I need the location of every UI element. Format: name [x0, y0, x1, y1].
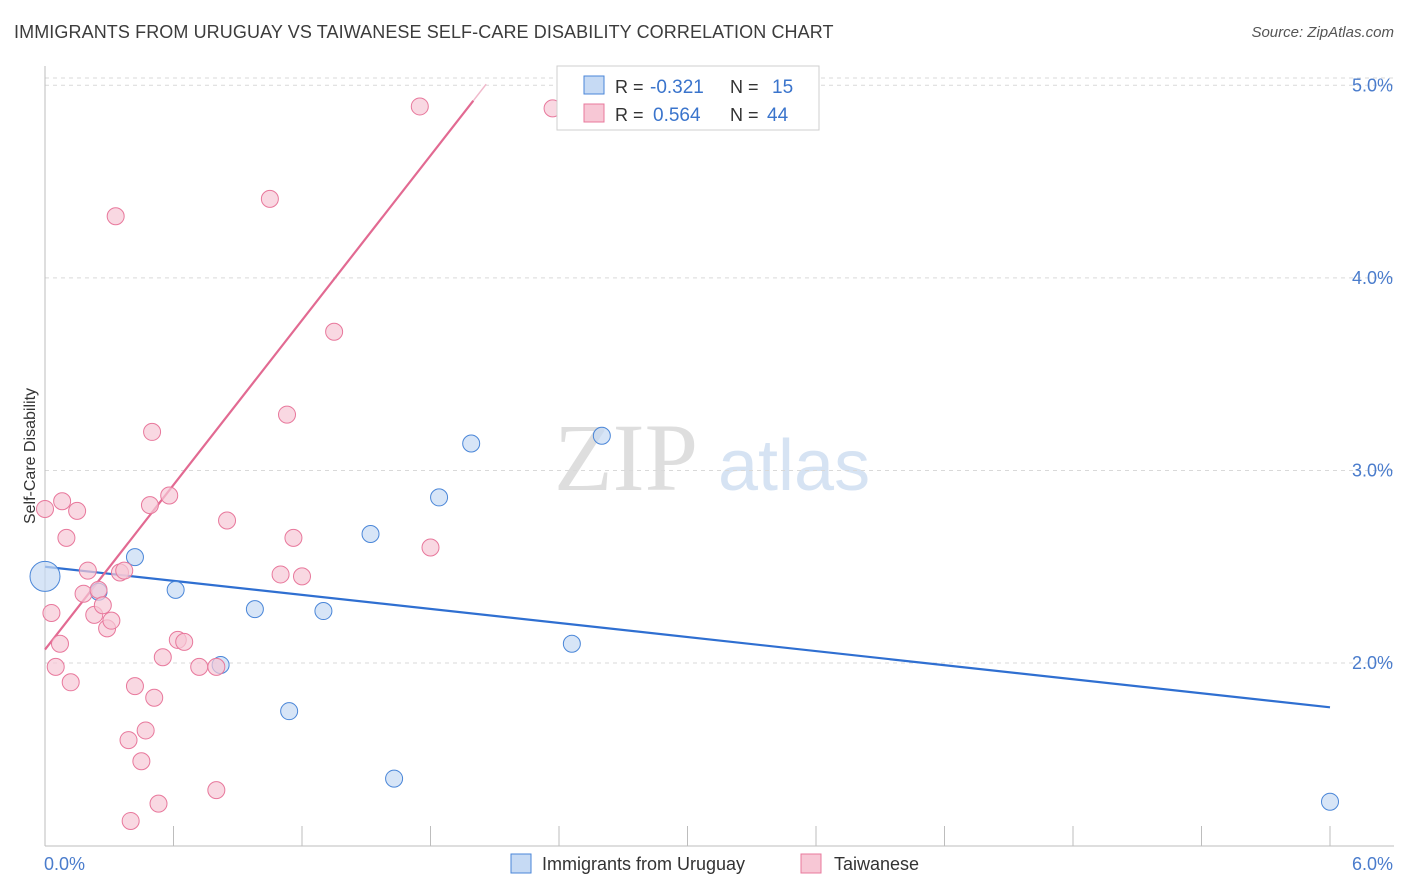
point-taiwanese — [410, 97, 429, 116]
point-taiwanese — [325, 322, 344, 341]
trendline-taiwanese-extension — [472, 83, 487, 102]
legend-bottom-label-uruguay: Immigrants from Uruguay — [542, 854, 745, 874]
point-taiwanese — [125, 677, 144, 696]
point-taiwanese — [68, 501, 87, 520]
point-taiwanese — [36, 499, 54, 518]
trendline-taiwanese — [44, 99, 475, 651]
point-taiwanese — [53, 492, 72, 511]
point-uruguay — [592, 426, 611, 445]
legend-n-value-uruguay: 15 — [772, 77, 793, 98]
tick-labels: 2.0% 3.0% 4.0% 5.0% 0.0% 6.0% — [44, 75, 1393, 874]
correlation-legend: R = -0.321 N = 15 R = 0.564 N = 44 — [556, 65, 820, 131]
point-taiwanese — [74, 584, 93, 603]
x-tick-label: 0.0% — [44, 854, 85, 874]
point-uruguay — [1321, 792, 1339, 811]
point-taiwanese — [293, 567, 311, 586]
x-tick-label: 6.0% — [1352, 854, 1393, 874]
legend-swatch-taiwanese — [583, 103, 605, 123]
legend-n-label-uruguay: N = — [730, 77, 759, 97]
y-tick-label: 5.0% — [1352, 75, 1393, 95]
point-taiwanese — [119, 731, 138, 750]
gridlines — [45, 77, 1394, 664]
point-taiwanese — [160, 486, 179, 505]
chart-title: IMMIGRANTS FROM URUGUAY VS TAIWANESE SEL… — [14, 22, 834, 42]
point-uruguay — [430, 488, 449, 507]
watermark-atlas: atlas — [718, 426, 870, 506]
y-tick-label: 4.0% — [1352, 268, 1393, 288]
point-taiwanese — [136, 721, 155, 740]
point-taiwanese — [143, 422, 162, 441]
point-taiwanese — [284, 528, 303, 547]
point-uruguay — [361, 525, 380, 543]
point-taiwanese — [57, 528, 76, 547]
point-uruguay — [245, 600, 264, 619]
point-taiwanese — [260, 189, 279, 208]
y-tick-label: 3.0% — [1352, 460, 1393, 480]
point-taiwanese — [153, 648, 172, 667]
point-taiwanese — [271, 565, 290, 584]
point-taiwanese — [278, 405, 297, 424]
legend-n-value-taiwanese: 44 — [767, 105, 789, 126]
legend-bottom-swatch-taiwanese — [800, 853, 822, 874]
point-taiwanese — [46, 657, 65, 676]
trendline-uruguay — [44, 565, 1331, 709]
trend-lines — [44, 83, 1331, 709]
point-taiwanese — [106, 207, 125, 226]
point-taiwanese — [190, 657, 209, 676]
point-taiwanese — [175, 632, 194, 651]
y-tick-label: 2.0% — [1352, 653, 1393, 673]
point-taiwanese — [207, 657, 226, 676]
point-uruguay — [385, 769, 404, 788]
source-credit: Source: ZipAtlas.com — [1251, 24, 1394, 41]
series-legend: Immigrants from Uruguay Taiwanese — [510, 853, 919, 874]
point-taiwanese — [78, 561, 97, 580]
point-taiwanese — [93, 596, 112, 615]
point-uruguay — [562, 634, 581, 653]
point-taiwanese — [149, 794, 168, 813]
watermark-zip: ZIP — [554, 404, 698, 511]
point-uruguay — [314, 602, 333, 621]
point-taiwanese — [42, 603, 61, 622]
point-uruguay — [166, 580, 185, 599]
point-taiwanese — [89, 580, 108, 599]
point-uruguay — [125, 548, 144, 567]
point-taiwanese — [102, 611, 121, 630]
point-taiwanese — [61, 673, 80, 692]
point-uruguay — [462, 434, 481, 453]
y-axis-label: Self-Care Disability — [22, 388, 39, 524]
point-taiwanese — [218, 511, 237, 530]
legend-r-label-uruguay: R = — [615, 77, 644, 97]
legend-r-value-taiwanese: 0.564 — [653, 105, 701, 126]
point-taiwanese — [421, 538, 440, 557]
point-uruguay — [29, 560, 61, 592]
legend-bottom-label-taiwanese: Taiwanese — [834, 854, 919, 874]
point-taiwanese — [50, 634, 69, 653]
point-taiwanese — [145, 688, 164, 707]
legend-bottom-swatch-uruguay — [510, 853, 532, 874]
point-uruguay — [280, 702, 299, 721]
legend-n-label-taiwanese: N = — [730, 105, 759, 125]
axes — [44, 66, 1394, 847]
point-taiwanese — [207, 781, 226, 800]
legend-swatch-uruguay — [583, 75, 605, 95]
point-taiwanese — [115, 561, 134, 580]
legend-r-value-uruguay: -0.321 — [650, 77, 704, 98]
point-taiwanese — [121, 811, 140, 830]
point-taiwanese — [132, 752, 151, 771]
data-points — [29, 97, 1339, 830]
legend-r-label-taiwanese: R = — [615, 105, 644, 125]
point-taiwanese — [140, 496, 159, 515]
